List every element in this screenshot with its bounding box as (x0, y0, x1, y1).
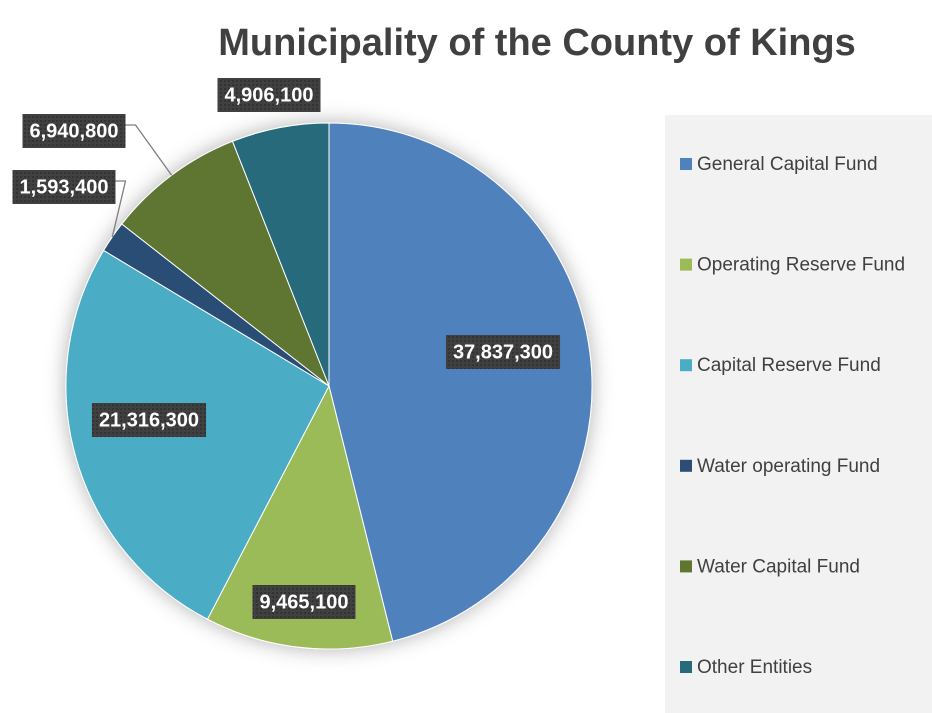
legend-text: Operating Reserve Fund (697, 255, 905, 276)
data-label-text: 37,837,300 (453, 341, 553, 363)
legend-text: Other Entities (697, 657, 812, 678)
data-label-text: 21,316,300 (99, 409, 199, 431)
legend-swatch (680, 258, 692, 271)
data-label: 4,906,100 (217, 78, 321, 112)
legend-swatch (680, 560, 692, 573)
chart-title: Municipality of the County of Kings (218, 22, 856, 64)
leader-line (111, 180, 127, 238)
legend-swatch (680, 661, 692, 673)
legend-swatch (680, 158, 692, 170)
pie-slice (328, 122, 593, 642)
data-label-box (12, 170, 116, 204)
pie (65, 122, 593, 650)
data-label-box (217, 78, 321, 112)
pie-slice (231, 122, 330, 387)
pie-slice (121, 140, 331, 388)
data-label-text: 4,906,100 (225, 84, 314, 106)
data-label: 6,940,800 (22, 114, 126, 148)
data-label-text: 6,940,800 (30, 120, 119, 142)
legend-swatch (680, 359, 692, 372)
data-label: 37,837,300 (445, 335, 561, 369)
data-label: 21,316,300 (91, 403, 207, 437)
legend-text: Water Capital Fund (697, 556, 860, 577)
legend-text: General Capital Fund (697, 154, 878, 175)
data-label-box (91, 403, 207, 437)
legend-panel (665, 115, 932, 713)
pie-slice (206, 384, 394, 650)
leader-line (125, 124, 173, 176)
data-label-box (252, 585, 356, 619)
legend-text: Capital Reserve Fund (697, 355, 881, 376)
legend-text: Water operating Fund (697, 456, 880, 477)
data-label-text: 1,593,400 (20, 176, 109, 198)
data-label: 1,593,400 (12, 170, 116, 204)
legend-swatch (680, 459, 692, 472)
data-label-box (22, 114, 126, 148)
data-label-text: 9,465,100 (260, 591, 349, 613)
data-label: 9,465,100 (252, 585, 356, 619)
data-label-box (445, 335, 561, 369)
